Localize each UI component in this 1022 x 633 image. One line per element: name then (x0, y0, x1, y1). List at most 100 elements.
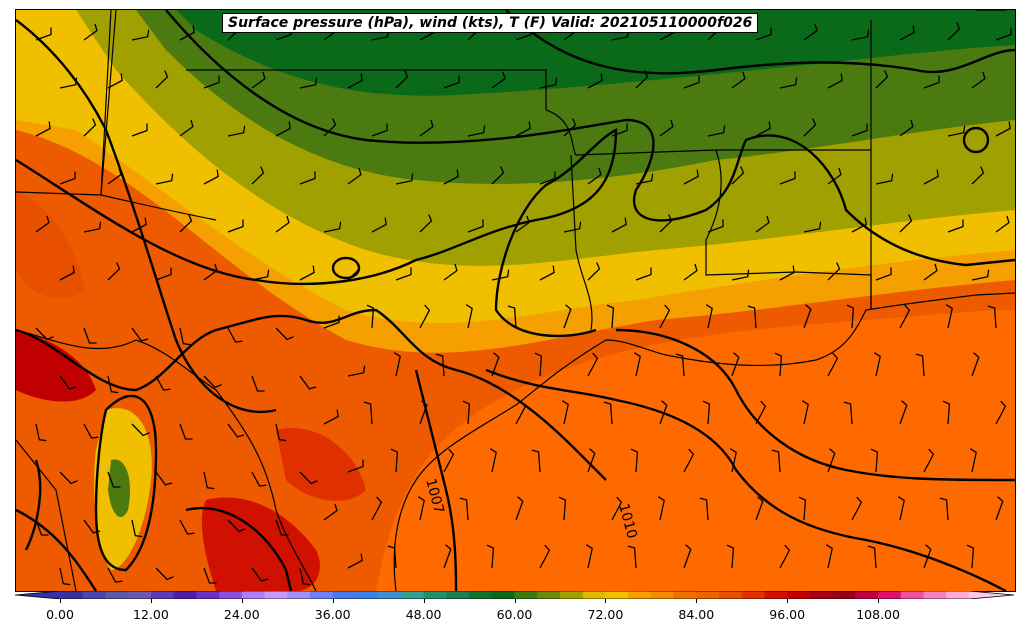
colorbar-segment (423, 591, 447, 599)
wind-barb (35, 215, 50, 233)
wind-barb (107, 567, 123, 583)
wind-barb (731, 71, 746, 89)
isobar (185, 506, 293, 591)
wind-barb (387, 545, 397, 569)
wind-barb (915, 353, 925, 377)
wind-barb (299, 171, 316, 185)
wind-barb (969, 448, 977, 473)
colorbar-tick (423, 599, 425, 603)
wind-barb (923, 544, 932, 569)
wind-barb (179, 119, 194, 137)
colorbar-segment (514, 591, 538, 599)
wind-barb (83, 221, 102, 233)
colorbar-tick (787, 599, 789, 603)
wind-barb (417, 496, 425, 521)
wind-barb (611, 217, 627, 233)
wind-barb (771, 449, 781, 473)
wind-barb (657, 496, 665, 521)
wind-barb (942, 400, 951, 425)
wind-barb (995, 400, 1007, 425)
wind-barb (155, 567, 174, 581)
wind-barb (275, 519, 289, 536)
wind-barb (251, 166, 265, 185)
fill-hot-west (16, 330, 96, 402)
wind-barb (227, 423, 245, 438)
fill-hot-south (201, 497, 320, 591)
colorbar-segment (173, 591, 197, 599)
colorbar-segment (241, 591, 266, 599)
colorbar-tick (514, 599, 516, 603)
wind-barb (851, 496, 863, 521)
wind-barb (755, 121, 771, 137)
wind-barb (803, 221, 822, 233)
colorbar-segment (878, 591, 902, 599)
wind-barb (443, 75, 460, 89)
wind-barb (203, 567, 217, 584)
wind-barb (779, 544, 791, 569)
wind-barb (465, 304, 473, 329)
wind-barb (131, 519, 143, 538)
wind-barb (587, 73, 603, 89)
border-line (705, 149, 872, 310)
colorbar-segment (696, 591, 720, 599)
wind-barb (203, 263, 218, 281)
wind-barb (729, 448, 737, 473)
wind-barb (683, 75, 700, 89)
colorbar-tick (696, 599, 698, 603)
wind-barb (467, 219, 484, 233)
wind-barb (395, 267, 412, 281)
colorbar-segment (628, 591, 652, 599)
colorbar-tick (150, 599, 152, 603)
wind-barb (947, 125, 966, 137)
colorbar-segment (196, 591, 220, 599)
wind-barb (515, 400, 527, 425)
wind-barb (35, 519, 49, 536)
colorbar-segment (855, 591, 879, 599)
wind-barb (155, 375, 171, 391)
wind-barb (323, 315, 340, 329)
isobar (16, 19, 277, 414)
wind-barb (203, 169, 219, 185)
colorbar-tick-label: 60.00 (496, 607, 533, 622)
wind-barb (251, 71, 266, 89)
wind-barb (419, 119, 434, 137)
wind-barb (683, 169, 699, 185)
wind-barb (347, 365, 366, 377)
isobar (165, 10, 1015, 267)
isobar (16, 128, 618, 338)
wind-barb (755, 27, 772, 41)
wind-barb (995, 215, 1010, 233)
wind-barb (227, 327, 243, 343)
wind-barb (59, 471, 78, 485)
wind-barb (707, 125, 726, 137)
wind-barb (275, 215, 290, 233)
wind-barb (443, 169, 459, 185)
wind-barb (987, 305, 997, 329)
wind-barb (299, 375, 317, 390)
wind-barb (899, 214, 913, 233)
border-line (100, 194, 217, 221)
isobar (505, 10, 1015, 75)
wind-barb (155, 471, 173, 486)
map-title: Surface pressure (hPa), wind (kts), T (F… (222, 13, 759, 33)
wind-barb (35, 121, 51, 137)
wind-barb (774, 352, 783, 377)
colorbar-segment (741, 591, 765, 599)
wind-barb (347, 262, 361, 281)
map-canvas: 1007 1010 (16, 10, 1015, 591)
colorbar-segment (355, 591, 379, 599)
wind-barb (827, 448, 836, 473)
wind-barb (515, 121, 531, 137)
colorbar-tick (60, 599, 61, 603)
wind-barb (699, 497, 709, 521)
wind-barb (899, 119, 914, 137)
wind-barb (107, 73, 123, 89)
isobar (16, 308, 607, 481)
wind-barb (971, 269, 990, 281)
wind-barb (491, 71, 506, 89)
wind-barb (611, 496, 623, 521)
wind-barb (707, 219, 724, 233)
coastline (393, 292, 1015, 591)
wind-barb (659, 119, 674, 137)
wind-barb (726, 544, 735, 569)
